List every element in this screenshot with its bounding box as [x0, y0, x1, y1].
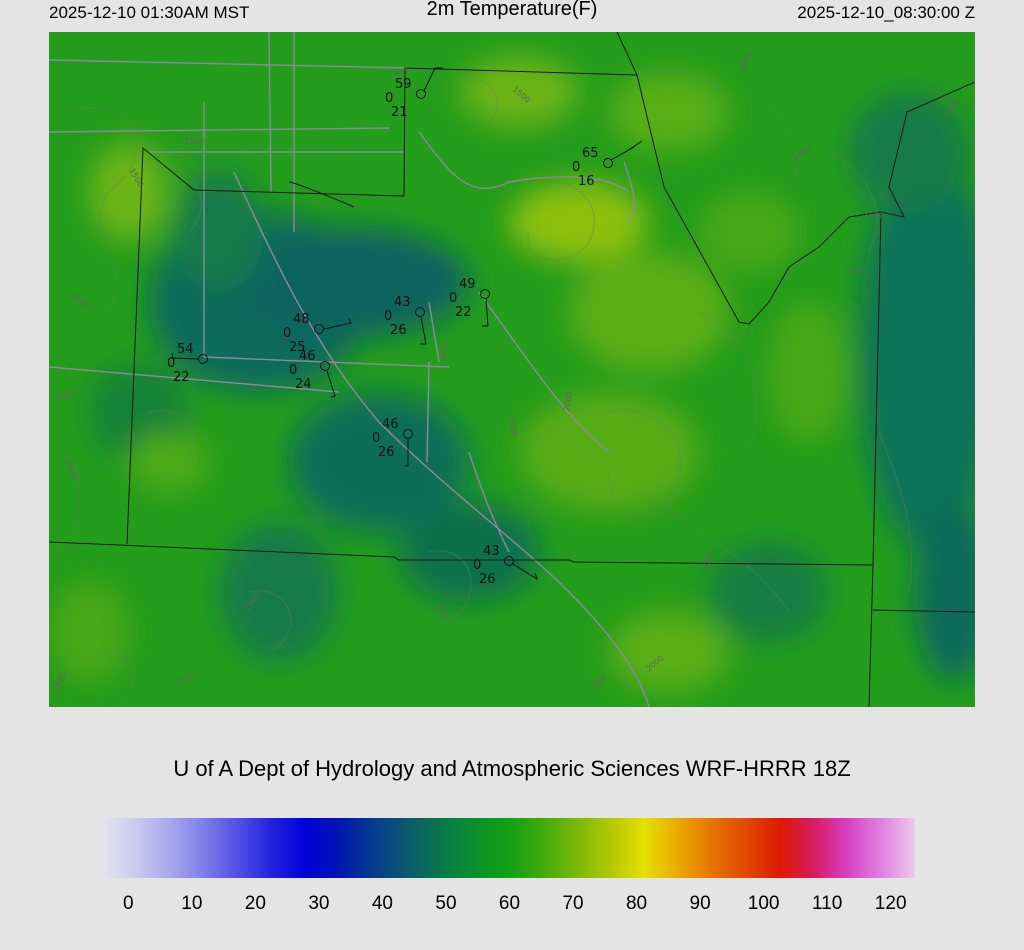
station-temp: 54 [177, 342, 194, 357]
contour-label: 1500 [184, 137, 204, 146]
wind-barb-icon [404, 439, 409, 467]
station-circle-icon [603, 158, 613, 168]
station-temp: 49 [459, 277, 476, 292]
station-plot[interactable]: 48 0 25 [283, 312, 352, 355]
station-gust: 0 [289, 363, 297, 378]
station-plot[interactable]: 49 0 22 [449, 277, 490, 327]
contour-label: 2000 [507, 416, 519, 438]
colorbar-tick-label: 110 [811, 893, 843, 914]
station-temp: 65 [582, 146, 599, 161]
valid-time-label: 2025-12-10_08:30:00 Z [797, 3, 975, 22]
colorbar-tick-label: 50 [435, 893, 457, 914]
station-gust: 0 [385, 91, 393, 106]
local-time-label: 2025-12-10 01:30AM MST [49, 3, 250, 22]
station-plot[interactable]: 43 0 26 [384, 295, 427, 345]
station-circle-icon [415, 307, 425, 317]
colorbar-tick-label: 20 [244, 893, 266, 914]
station-plot[interactable]: 65 0 16 [572, 140, 643, 189]
contour-label: 2000 [562, 391, 574, 413]
station-circle-icon [504, 556, 514, 566]
contour-label: 300 [392, 68, 407, 77]
station-gust: 0 [167, 356, 175, 371]
station-temp: 43 [483, 544, 500, 559]
station-circle-icon [403, 429, 413, 439]
station-gust: 0 [372, 431, 380, 446]
contour-label: 2000 [702, 551, 714, 573]
station-dewpoint: 16 [578, 174, 595, 189]
colorbar-tick-label: 30 [308, 893, 330, 914]
wind-barb-icon [171, 352, 199, 360]
station-circle-icon [314, 324, 324, 334]
station-plot[interactable]: 46 0 26 [372, 417, 413, 467]
wind-barb-icon [423, 67, 443, 92]
station-temp: 46 [382, 417, 399, 432]
station-circle-icon [198, 354, 208, 364]
colorbar-tick-label: 10 [181, 893, 203, 914]
station-gust: 0 [283, 326, 291, 341]
contour-label: 1000 [438, 341, 450, 363]
station-temp: 43 [394, 295, 411, 310]
station-dewpoint: 26 [378, 445, 395, 460]
wind-barb-icon [512, 563, 538, 581]
station-gust: 0 [449, 291, 457, 306]
temperature-colorbar [104, 818, 915, 878]
wind-barb-icon [482, 298, 489, 327]
wind-barb-icon [610, 140, 643, 161]
station-dewpoint: 22 [173, 370, 190, 385]
terrain-contours [58, 69, 913, 703]
boundary-lines [49, 32, 975, 707]
colorbar-tick-label: 60 [498, 893, 521, 914]
station-dewpoint: 25 [289, 340, 306, 355]
wind-barb-icon [323, 318, 352, 330]
station-circle-icon [320, 361, 330, 371]
wind-barb-icon [420, 316, 427, 345]
station-gust: 0 [384, 309, 392, 324]
temperature-map: 300 1500 1500 1000 2000 2000 1500 1500 1… [49, 32, 975, 707]
station-plot[interactable]: 59 0 21 [385, 67, 443, 120]
model-credit: U of A Dept of Hydrology and Atmospheric… [173, 756, 851, 781]
station-circle-icon [480, 289, 490, 299]
colorbar-tick-labels: 0 10 20 30 40 50 60 70 80 90 100 110 120 [104, 893, 915, 917]
station-gust: 0 [572, 160, 580, 175]
station-dewpoint: 26 [479, 572, 496, 587]
colorbar-tick-label: 90 [689, 893, 711, 914]
station-dewpoint: 21 [391, 105, 408, 120]
station-gust: 0 [473, 558, 481, 573]
colorbar-tick-label: 70 [562, 893, 584, 914]
colorbar-tick-label: 100 [747, 893, 780, 914]
station-dewpoint: 24 [295, 377, 312, 392]
station-temp: 46 [299, 349, 316, 364]
map-canvas: 300 1500 1500 1000 2000 2000 1500 1500 1… [49, 32, 975, 707]
station-plot[interactable]: 43 0 26 [473, 544, 538, 587]
station-temp: 59 [395, 77, 412, 92]
contour-label: 1500 [864, 211, 884, 220]
wind-barb-icon [326, 370, 336, 398]
colorbar-tick-label: 120 [874, 893, 907, 914]
station-circle-icon [416, 89, 426, 99]
station-plot[interactable]: 54 0 22 [167, 342, 208, 385]
station-dewpoint: 22 [455, 305, 472, 320]
station-temp: 48 [293, 312, 310, 327]
colorbar-tick-label: 0 [123, 893, 134, 914]
colorbar-tick-label: 40 [371, 893, 394, 914]
contour-label: 1500 [845, 267, 865, 276]
station-dewpoint: 26 [390, 323, 407, 338]
station-plot[interactable]: 46 0 24 [289, 349, 336, 398]
colorbar-tick-label: 80 [625, 893, 648, 914]
